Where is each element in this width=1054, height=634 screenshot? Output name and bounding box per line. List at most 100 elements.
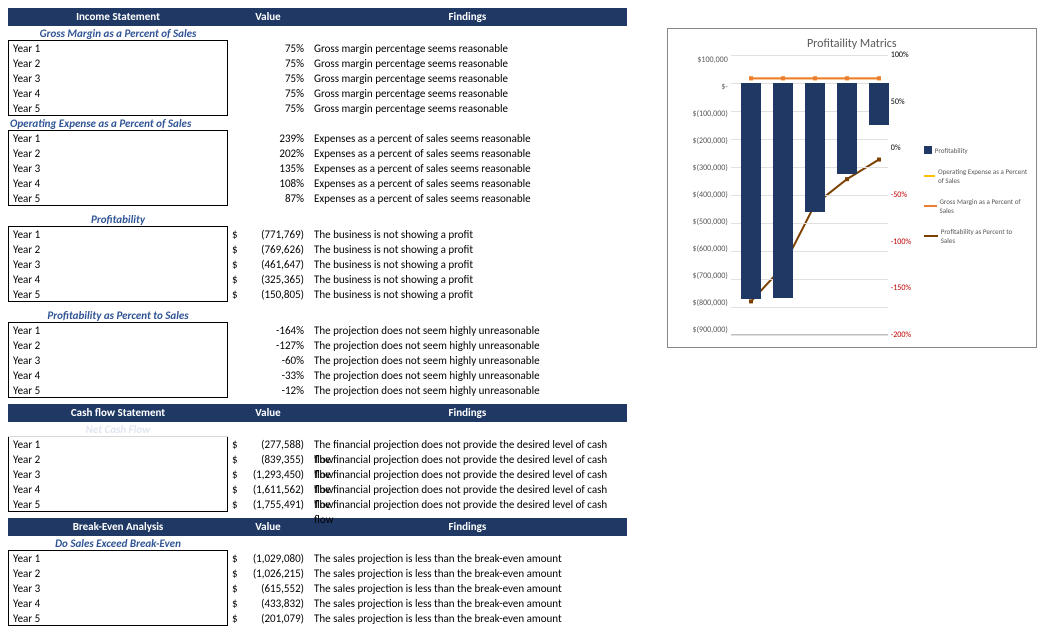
row-currency [228, 71, 248, 86]
table-row: Year 2$(769,626)The business is not show… [8, 242, 627, 257]
y-right-tick: -50% [891, 190, 907, 200]
section-opex-title: Operating Expense as a Percent of Sales [8, 116, 228, 131]
row-label: Year 1 [8, 323, 228, 338]
table-row: Year 587%Expenses as a percent of sales … [8, 191, 627, 206]
y-right-tick: -100% [891, 237, 911, 247]
row-currency [228, 146, 248, 161]
header-col2: Value [228, 518, 308, 536]
table-row: Year 3$(1,293,450)The financial projecti… [8, 467, 627, 482]
y-left-tick: $(600,000) [676, 244, 728, 254]
section-gross-margin-rows: Year 175%Gross margin percentage seems r… [8, 41, 627, 116]
row-finding: The projection does not seem highly unre… [308, 338, 627, 353]
row-finding: The sales projection is less than the br… [308, 596, 627, 611]
row-label: Year 5 [8, 191, 228, 206]
table-row: Year 2$(839,355)The financial projection… [8, 452, 627, 467]
chart-bar [837, 83, 857, 174]
row-value: (769,626) [248, 242, 308, 257]
row-label: Year 4 [8, 482, 228, 497]
legend-item: Gross Margin as a Percent of Sales [924, 197, 1028, 215]
table-row: Year 2202%Expenses as a percent of sales… [8, 146, 627, 161]
row-value: (771,769) [248, 227, 308, 242]
table-row: Year 1$(277,588)The financial projection… [8, 437, 627, 452]
row-label: Year 4 [8, 272, 228, 287]
header-col1: Cash flow Statement [8, 404, 228, 422]
row-value: 75% [248, 71, 308, 86]
header-col2: Value [228, 8, 308, 26]
legend-item: Profitability [924, 146, 1028, 155]
chart-bar [805, 83, 825, 212]
table-row: Year 475%Gross margin percentage seems r… [8, 86, 627, 101]
row-finding: The projection does not seem highly unre… [308, 368, 627, 383]
table-row: Year 2-127%The projection does not seem … [8, 338, 627, 353]
row-label: Year 2 [8, 146, 228, 161]
y-left-tick: $(200,000) [676, 136, 728, 146]
table-row: Year 4$(1,611,562)The financial projecti… [8, 482, 627, 497]
legend-swatch [924, 205, 937, 207]
row-label: Year 5 [8, 101, 228, 116]
table-row: Year 375%Gross margin percentage seems r… [8, 71, 627, 86]
legend-swatch [924, 175, 935, 177]
y-right-tick: 0% [891, 143, 901, 153]
row-label: Year 2 [8, 242, 228, 257]
section-cashflow-title: Net Cash Flow [8, 422, 228, 437]
row-value: 239% [248, 131, 308, 146]
row-currency [228, 131, 248, 146]
header-break: Break-Even Analysis Value Findings [8, 518, 627, 536]
row-finding: Gross margin percentage seems reasonable [308, 41, 627, 56]
row-value: -33% [248, 368, 308, 383]
row-value: (615,552) [248, 581, 308, 596]
section-breakeven-rows: Year 1$(1,029,080)The sales projection i… [8, 551, 627, 626]
header-col2: Value [228, 404, 308, 422]
table-row: Year 5$(150,805)The business is not show… [8, 287, 627, 302]
row-value: (325,365) [248, 272, 308, 287]
row-currency: $ [228, 437, 248, 452]
section-profit-pct-title: Profitability as Percent to Sales [8, 308, 228, 323]
chart-bar [869, 83, 889, 125]
row-currency: $ [228, 497, 248, 512]
row-currency: $ [228, 581, 248, 596]
row-currency: $ [228, 257, 248, 272]
row-label: Year 1 [8, 41, 228, 56]
table-row: Year 1$(1,029,080)The sales projection i… [8, 551, 627, 566]
row-value: 75% [248, 41, 308, 56]
table-row: Year 3$(615,552)The sales projection is … [8, 581, 627, 596]
row-value: (1,611,562) [248, 482, 308, 497]
y-left-tick: $(400,000) [676, 190, 728, 200]
header-col3: Findings [308, 518, 627, 536]
row-value: (839,355) [248, 452, 308, 467]
y-left-axis: $100,000$-$(100,000)$(200,000)$(300,000)… [676, 55, 731, 335]
header-col3: Findings [308, 8, 627, 26]
row-value: 202% [248, 146, 308, 161]
row-value: (433,832) [248, 596, 308, 611]
row-finding: Gross margin percentage seems reasonable [308, 86, 627, 101]
row-label: Year 1 [8, 437, 228, 452]
row-label: Year 1 [8, 227, 228, 242]
table-row: Year 3$(461,647)The business is not show… [8, 257, 627, 272]
header-col1: Income Statement [8, 8, 228, 26]
y-left-tick: $(900,000) [676, 325, 728, 335]
row-currency [228, 56, 248, 71]
row-finding: The business is not showing a profit [308, 242, 627, 257]
row-currency: $ [228, 227, 248, 242]
legend-label: Profitability as Percent to Sales [941, 227, 1028, 245]
section-profitability-title: Profitability [8, 212, 228, 227]
header-col1: Break-Even Analysis [8, 518, 228, 536]
y-right-axis: 100%50%0%-50%-100%-150%-200% [888, 55, 918, 335]
section-cashflow-rows: Year 1$(277,588)The financial projection… [8, 437, 627, 512]
row-label: Year 2 [8, 56, 228, 71]
row-finding: Expenses as a percent of sales seems rea… [308, 176, 627, 191]
legend-label: Gross Margin as a Percent of Sales [940, 197, 1028, 215]
row-value: (277,588) [248, 437, 308, 452]
section-breakeven-title: Do Sales Exceed Break-Even [8, 536, 228, 551]
row-value: (201,079) [248, 611, 308, 626]
section-profitability-rows: Year 1$(771,769)The business is not show… [8, 227, 627, 302]
row-currency [228, 176, 248, 191]
y-right-tick: -150% [891, 283, 911, 293]
row-finding: The business is not showing a profit [308, 287, 627, 302]
row-finding: The financial projection does not provid… [308, 482, 627, 497]
row-finding: The sales projection is less than the br… [308, 611, 627, 626]
row-label: Year 5 [8, 287, 228, 302]
row-currency: $ [228, 611, 248, 626]
row-currency [228, 338, 248, 353]
row-label: Year 3 [8, 467, 228, 482]
